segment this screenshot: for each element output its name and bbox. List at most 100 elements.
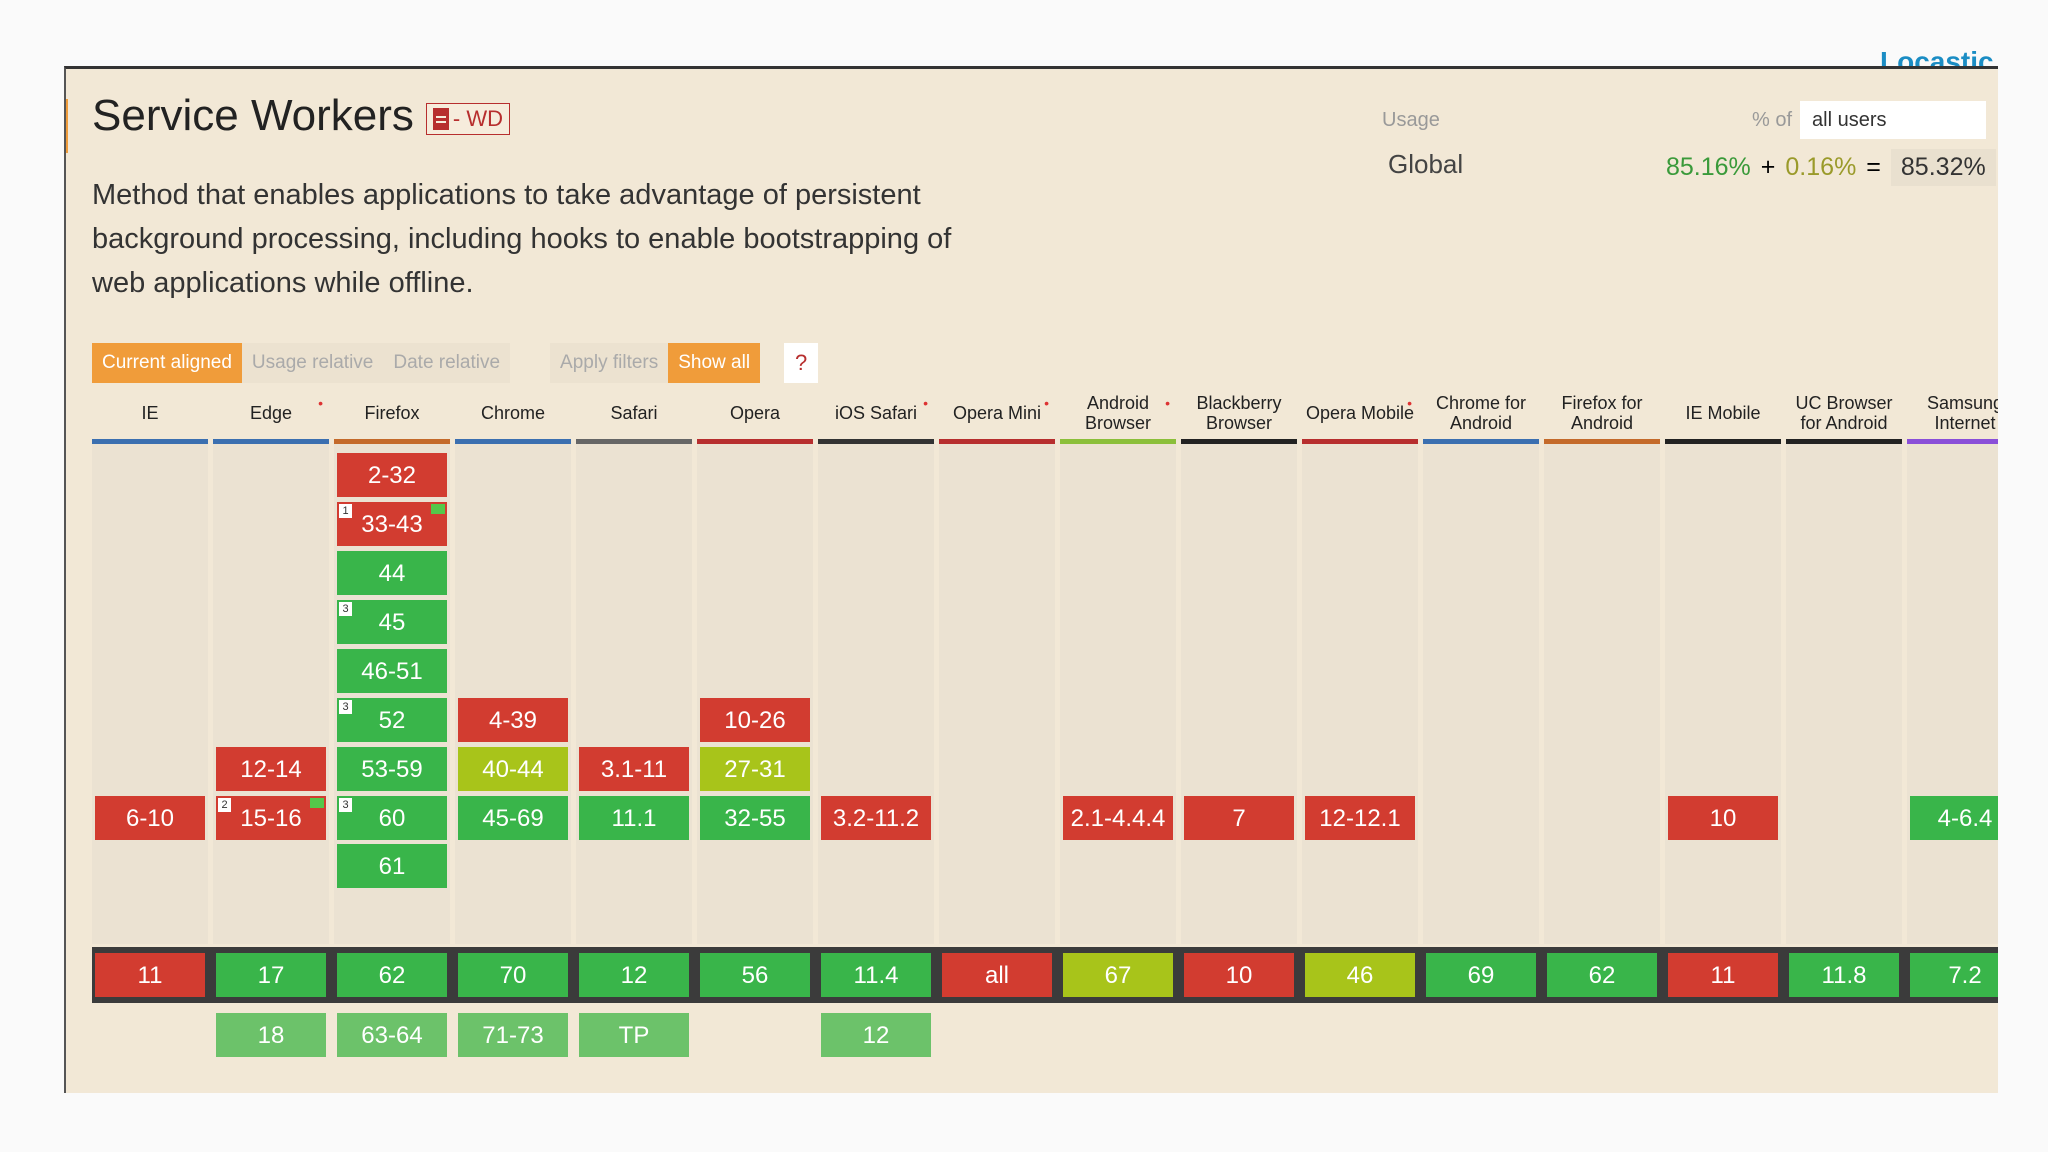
version-cell[interactable]: 27-31 (700, 747, 810, 791)
version-cell[interactable]: 12-12.1 (1305, 796, 1415, 840)
version-cell[interactable]: 10 (1668, 796, 1778, 840)
browser-name[interactable]: Opera Mobile • (1305, 395, 1415, 423)
version-cell[interactable]: 33-43 1 (337, 502, 447, 546)
browser-color-bar (1665, 439, 1781, 444)
browser-name[interactable]: Opera (729, 403, 781, 423)
browser-color-bar (1544, 439, 1660, 444)
plus-sign: + (1760, 153, 1776, 181)
user-scope-select[interactable]: all users (1800, 101, 1986, 139)
footnote-badge: 3 (339, 798, 352, 812)
flag-icon (310, 798, 324, 808)
version-cell[interactable]: 52 3 (337, 698, 447, 742)
version-track (939, 444, 1055, 944)
browser-name[interactable]: Android Browser • (1084, 393, 1170, 433)
version-cell[interactable]: 7 (1184, 796, 1294, 840)
version-cell[interactable]: 4-6.4 (1910, 796, 1998, 840)
current-version-cell[interactable]: 11 (1668, 953, 1778, 997)
current-version-cell[interactable]: 17 (216, 953, 326, 997)
version-cell[interactable]: 45-69 (458, 796, 568, 840)
browser-color-bar (939, 439, 1055, 444)
browser-name[interactable]: UC Browser for Android (1795, 393, 1893, 433)
note-marker-icon: • (1165, 395, 1170, 411)
browser-color-bar (1786, 439, 1902, 444)
browser-support-table: IE 6-10 11 Edge • 12-14 15-16 2 17 18 Firefox 2-32 3… (92, 387, 1998, 1057)
version-cell[interactable]: 40-44 (458, 747, 568, 791)
version-cell[interactable]: 3.2-11.2 (821, 796, 931, 840)
browser-name[interactable]: iOS Safari • (834, 395, 928, 423)
browser-name[interactable]: Opera Mini • (952, 395, 1049, 423)
current-version-cell[interactable]: 67 (1063, 953, 1173, 997)
version-cell[interactable]: 60 3 (337, 796, 447, 840)
percent-of-label: % of (1752, 109, 1793, 131)
future-version-cell[interactable]: TP (579, 1013, 689, 1057)
browser-column: Opera Mobile • 12-12.1 46 (1302, 387, 1418, 997)
version-track (1302, 444, 1418, 944)
browser-column: Android Browser • 2.1-4.4.4 67 (1060, 387, 1176, 997)
version-cell[interactable]: 4-39 (458, 698, 568, 742)
version-cell[interactable]: 32-55 (700, 796, 810, 840)
browser-color-bar (697, 439, 813, 444)
browser-color-bar (576, 439, 692, 444)
browser-name[interactable]: Edge • (249, 395, 323, 423)
browser-name[interactable]: Firefox for Android (1561, 393, 1643, 433)
browser-column: iOS Safari • 3.2-11.2 11.4 12 (818, 387, 934, 1057)
current-version-cell[interactable]: 12 (579, 953, 689, 997)
version-cell[interactable]: 11.1 (579, 796, 689, 840)
usage-label: Usage (1382, 109, 1440, 131)
browser-name[interactable]: Chrome for Android (1435, 393, 1527, 433)
current-version-cell[interactable]: 10 (1184, 953, 1294, 997)
browser-name[interactable]: Firefox (364, 403, 420, 423)
future-version-cell[interactable]: 71-73 (458, 1013, 568, 1057)
current-version-cell[interactable]: 46 (1305, 953, 1415, 997)
show-all-button[interactable]: Show all (668, 343, 761, 383)
current-version-cell[interactable]: 7.2 (1910, 953, 1998, 997)
feature-title-row: Service Workers - WD (92, 91, 511, 141)
current-version-cell[interactable]: 69 (1426, 953, 1536, 997)
current-version-cell[interactable]: 56 (700, 953, 810, 997)
version-cell[interactable]: 46-51 (337, 649, 447, 693)
apply-filters-button[interactable]: Apply filters (550, 343, 669, 383)
version-cell[interactable]: 44 (337, 551, 447, 595)
version-track (1060, 444, 1176, 944)
browser-color-bar (1181, 439, 1297, 444)
current-aligned-button[interactable]: Current aligned (92, 343, 242, 383)
version-cell[interactable]: 2-32 (337, 453, 447, 497)
browser-color-bar (92, 439, 208, 444)
version-track (1181, 444, 1297, 944)
current-version-cell[interactable]: 62 (337, 953, 447, 997)
version-cell[interactable]: 6-10 (95, 796, 205, 840)
version-cell[interactable]: 10-26 (700, 698, 810, 742)
browser-name[interactable]: Safari (610, 403, 658, 423)
browser-name[interactable]: IE Mobile (1685, 403, 1761, 423)
view-filters: Current aligned Usage relative Date rela… (92, 343, 819, 383)
browser-color-bar (334, 439, 450, 444)
help-button[interactable]: ? (784, 343, 819, 383)
version-cell[interactable]: 3.1-11 (579, 747, 689, 791)
browser-name[interactable]: Chrome (480, 403, 546, 423)
feature-description: Method that enables applications to take… (92, 179, 952, 299)
future-version-cell[interactable]: 63-64 (337, 1013, 447, 1057)
version-cell[interactable]: 61 (337, 844, 447, 888)
browser-name[interactable]: Samsung Internet (1926, 393, 1998, 433)
version-cell[interactable]: 15-16 2 (216, 796, 326, 840)
current-version-cell[interactable]: 11.8 (1789, 953, 1899, 997)
feature-title: Service Workers (92, 91, 414, 140)
date-relative-button[interactable]: Date relative (383, 343, 511, 383)
current-version-cell[interactable]: 11.4 (821, 953, 931, 997)
note-marker-icon: • (1044, 395, 1049, 411)
spec-status-badge[interactable]: - WD (425, 103, 511, 135)
future-version-cell[interactable]: 12 (821, 1013, 931, 1057)
current-version-cell[interactable]: 11 (95, 953, 205, 997)
browser-color-bar (1907, 439, 1998, 444)
browser-name[interactable]: Blackberry Browser (1196, 393, 1282, 433)
current-version-cell[interactable]: 70 (458, 953, 568, 997)
current-version-cell[interactable]: 62 (1547, 953, 1657, 997)
usage-relative-button[interactable]: Usage relative (241, 343, 384, 383)
version-cell[interactable]: 2.1-4.4.4 (1063, 796, 1173, 840)
browser-name[interactable]: IE (141, 403, 159, 423)
current-version-cell[interactable]: all (942, 953, 1052, 997)
version-cell[interactable]: 53-59 (337, 747, 447, 791)
version-cell[interactable]: 12-14 (216, 747, 326, 791)
version-cell[interactable]: 45 3 (337, 600, 447, 644)
future-version-cell[interactable]: 18 (216, 1013, 326, 1057)
